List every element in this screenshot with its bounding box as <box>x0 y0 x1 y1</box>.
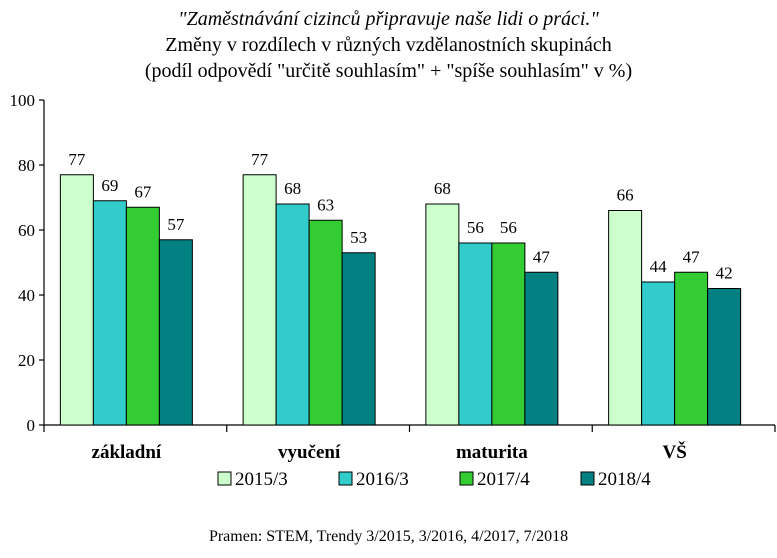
legend-swatch <box>459 471 474 486</box>
data-label: 66 <box>617 186 634 205</box>
bar <box>158 239 193 426</box>
legend-swatch <box>580 471 595 486</box>
bar-chart: 0 20 40 60 80 100 77 69 67 57 základní 77 68 63 53 vyuč… <box>10 91 776 490</box>
bar <box>707 288 742 426</box>
legend-label: 2017/4 <box>477 469 530 490</box>
bar <box>59 174 94 426</box>
data-label: 77 <box>68 150 86 169</box>
x-category-label: základní <box>92 442 162 463</box>
data-label: 47 <box>683 247 701 266</box>
data-label: 69 <box>101 176 118 195</box>
chart-subtitle: Změny v rozdílech v různých vzdělanostní… <box>165 34 612 56</box>
legend-label: 2015/3 <box>235 469 288 490</box>
data-label: 68 <box>284 179 301 198</box>
bar <box>491 242 526 426</box>
bar <box>641 281 676 426</box>
data-label: 44 <box>650 257 668 276</box>
y-tick-label: 100 <box>10 91 36 110</box>
data-label: 77 <box>251 150 269 169</box>
bar <box>341 252 376 426</box>
bar <box>524 271 559 426</box>
legend-swatch <box>338 471 353 486</box>
y-tick-label: 80 <box>18 156 35 175</box>
bar <box>275 203 310 426</box>
bar <box>308 219 343 426</box>
data-label: 63 <box>317 195 334 214</box>
bar <box>674 271 709 426</box>
bar <box>92 200 127 426</box>
legend-swatch <box>217 471 232 486</box>
data-label: 42 <box>716 264 733 283</box>
y-tick-label: 20 <box>18 351 35 370</box>
bar <box>458 242 493 426</box>
data-label: 47 <box>533 247 551 266</box>
data-label: 56 <box>467 218 484 237</box>
chart-subtitle-note: (podíl odpovědí "určitě souhlasím" + "sp… <box>144 60 633 82</box>
bar <box>608 210 643 426</box>
y-tick-label: 60 <box>18 221 35 240</box>
data-label: 57 <box>167 215 185 234</box>
y-tick-label: 0 <box>27 416 36 435</box>
chart-title-block: "Zaměstnávání cizinců připravuje naše li… <box>0 6 777 84</box>
source-note: Pramen: STEM, Trendy 3/2015, 3/2016, 4/2… <box>208 528 569 545</box>
x-category-label: vyučení <box>278 442 341 463</box>
bar <box>125 206 160 426</box>
y-tick-label: 40 <box>18 286 35 305</box>
x-category-label: maturita <box>456 442 528 463</box>
x-category-label: VŠ <box>662 441 686 463</box>
legend-label: 2018/4 <box>598 469 651 490</box>
data-label: 56 <box>500 218 517 237</box>
bar <box>425 203 460 426</box>
data-label: 53 <box>350 228 367 247</box>
data-label: 67 <box>134 182 152 201</box>
chart-title: "Zaměstnávání cizinců připravuje naše li… <box>178 8 599 30</box>
data-label: 68 <box>434 179 451 198</box>
legend-label: 2016/3 <box>356 469 409 490</box>
bar <box>242 174 277 426</box>
